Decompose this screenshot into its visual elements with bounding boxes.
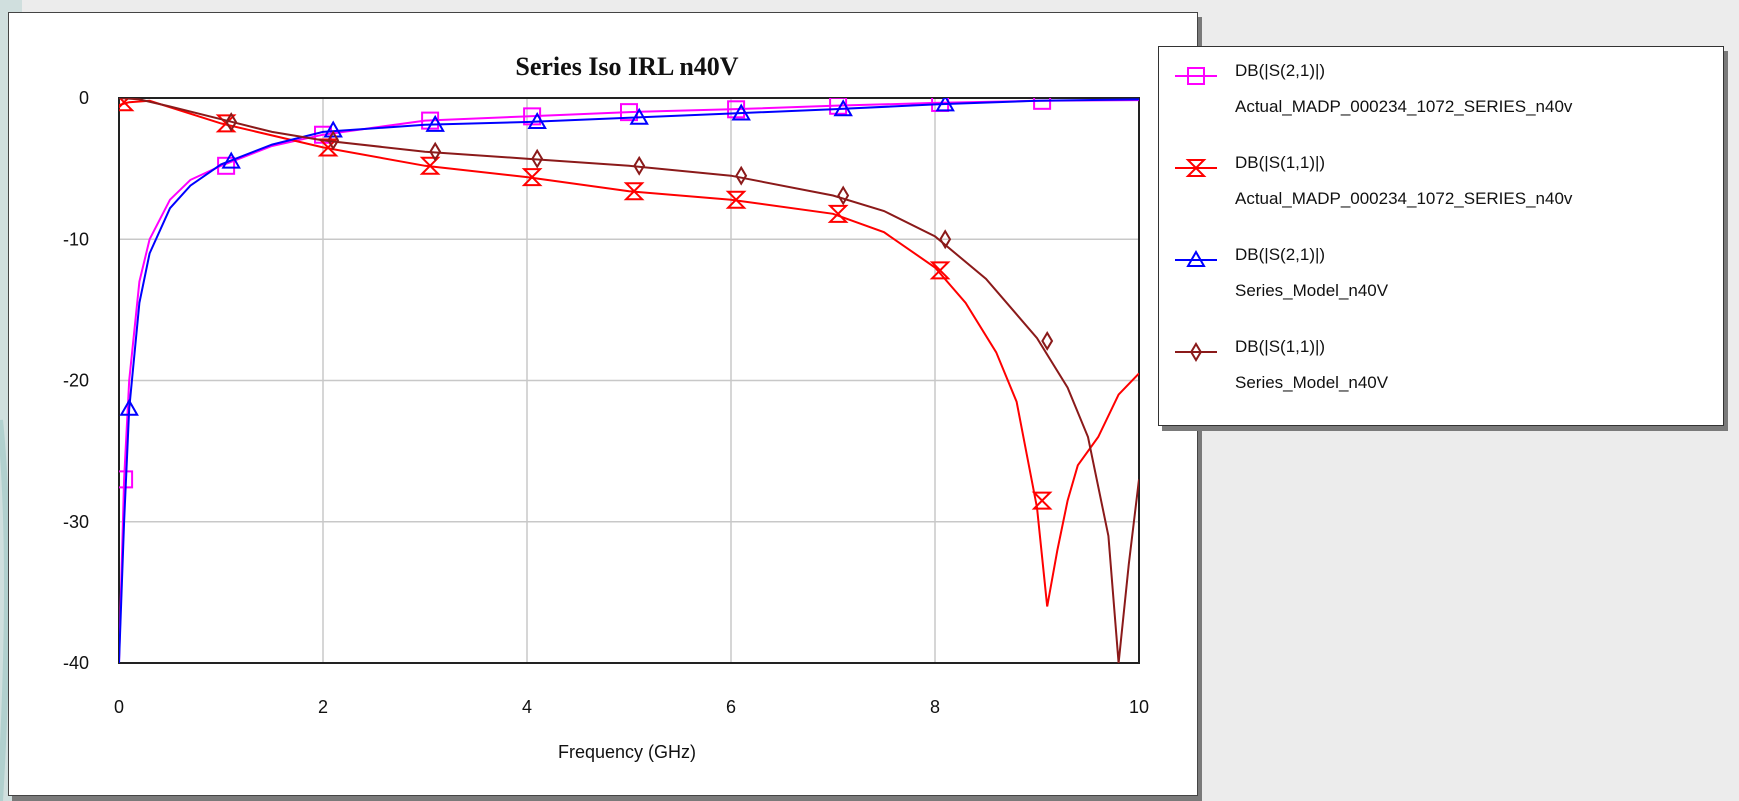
data-point [725, 190, 747, 209]
data-point [827, 204, 849, 223]
data-point [225, 112, 238, 132]
legend-series-name: Series_Model_n40V [1235, 373, 1389, 392]
legend-swatch [1175, 67, 1217, 85]
data-point [629, 107, 649, 125]
data-point [221, 151, 241, 169]
y-tick-label: -10 [63, 229, 89, 249]
data-point [633, 155, 646, 176]
series-line [119, 99, 1139, 663]
data-point [531, 148, 544, 169]
plot-series [119, 98, 1139, 663]
x-axis-label: Frequency (GHz) [558, 742, 696, 762]
y-tick-label: -30 [63, 512, 89, 532]
data-point [521, 168, 543, 187]
legend-measurement: DB(|S(2,1)|) [1235, 245, 1326, 264]
series-line [119, 98, 1139, 663]
data-point [623, 182, 645, 201]
data-point [119, 470, 134, 489]
data-point [119, 398, 139, 416]
legend-item: DB(|S(2,1)|) Actual_MADP_000234_1072_SERI… [1171, 61, 1711, 141]
data-point [731, 103, 751, 121]
legend-series-name: Actual_MADP_000234_1072_SERIES_n40v [1235, 189, 1573, 208]
legend-series-name: Series_Model_n40V [1235, 281, 1389, 300]
chart-title: Series Iso IRL n40V [515, 52, 738, 81]
data-point [939, 229, 952, 250]
y-tick-label: -20 [63, 371, 89, 391]
plot-frame [118, 97, 1140, 664]
y-tick-label: 0 [79, 88, 89, 108]
legend: DB(|S(2,1)|) Actual_MADP_000234_1072_SERI… [1158, 46, 1724, 426]
data-point [837, 185, 850, 206]
data-point [323, 120, 343, 138]
axis-ticks: 0 2 4 6 8 10 0 -10 -20 -30 -40 [63, 88, 1149, 717]
x-tick-label: 10 [1129, 697, 1149, 717]
x-tick-label: 8 [930, 697, 940, 717]
legend-item: DB(|S(1,1)|) Actual_MADP_000234_1072_SERI… [1171, 153, 1711, 233]
data-point [833, 99, 853, 117]
x-tick-label: 2 [318, 697, 328, 717]
data-point [935, 98, 955, 112]
data-point [419, 156, 441, 175]
data-point [425, 114, 445, 132]
data-point [929, 261, 951, 280]
data-point [429, 141, 442, 162]
chart-canvas: Series Iso IRL n40V 0 2 4 6 8 10 0 -10 -20 -30 -40… [63, 52, 1149, 762]
data-point [327, 130, 340, 151]
data-point [735, 165, 748, 186]
legend-item: DB(|S(2,1)|) Series_Model_n40V [1171, 245, 1711, 325]
legend-measurement: DB(|S(1,1)|) [1235, 153, 1326, 172]
plot-window: Series Iso IRL n40V 0 2 4 6 8 10 0 -10 -20 -30 -40… [8, 12, 1198, 796]
data-point [1031, 491, 1053, 510]
data-point [1041, 331, 1054, 351]
data-point [317, 138, 339, 157]
y-tick-label: -40 [63, 653, 89, 673]
x-tick-label: 6 [726, 697, 736, 717]
legend-item: DB(|S(1,1)|) Series_Model_n40V [1171, 337, 1711, 417]
x-tick-label: 0 [114, 697, 124, 717]
series-3 [119, 98, 1139, 663]
legend-measurement: DB(|S(1,1)|) [1235, 337, 1326, 356]
legend-swatch [1175, 342, 1217, 362]
data-point [527, 111, 547, 130]
legend-swatch [1175, 249, 1217, 267]
series-line [119, 98, 1139, 663]
x-tick-label: 4 [522, 697, 532, 717]
legend-series-name: Actual_MADP_000234_1072_SERIES_n40v [1235, 97, 1573, 116]
series-4 [119, 98, 1139, 663]
legend-swatch [1175, 159, 1217, 177]
legend-measurement: DB(|S(2,1)|) [1235, 61, 1326, 80]
data-point [119, 98, 135, 112]
